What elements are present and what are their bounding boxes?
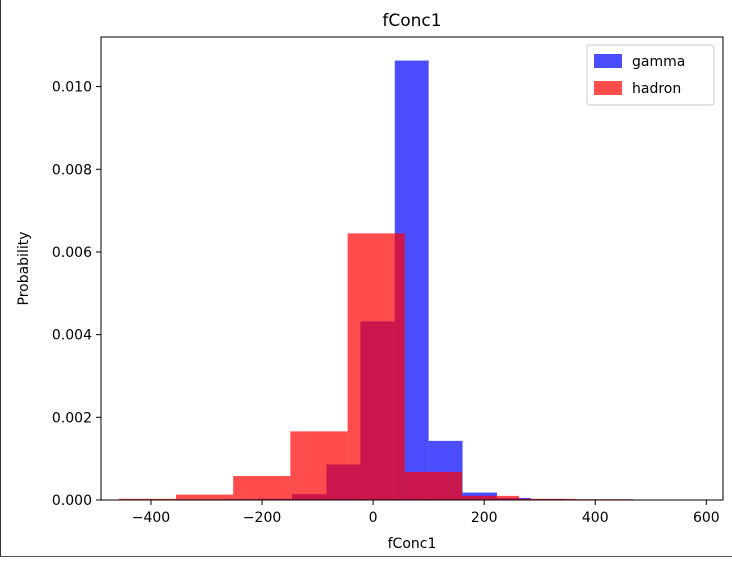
y-tick-label: 0.008: [52, 162, 92, 178]
legend-label-gamma: gamma: [632, 54, 685, 70]
y-tick-label: 0.006: [52, 245, 92, 261]
hadron-bar-4: [348, 233, 405, 500]
hadron-bar-3: [290, 431, 347, 500]
y-tick-label: 0.010: [52, 80, 92, 96]
x-tick-label: −200: [243, 510, 281, 526]
chart-title: fConc1: [382, 11, 441, 31]
histogram-bars: [119, 61, 702, 500]
x-axis-label: fConc1: [388, 536, 437, 552]
hadron-bar-6: [462, 496, 519, 500]
legend: gamma hadron: [587, 45, 714, 105]
x-tick-label: 400: [582, 510, 609, 526]
x-tick-label: 0: [369, 510, 378, 526]
y-axis-ticks: 0.000 0.002 0.004 0.006 0.008 0.010: [52, 80, 101, 509]
hadron-bar-5: [405, 472, 462, 500]
legend-swatch-hadron: [594, 81, 622, 95]
y-tick-label: 0.004: [52, 328, 92, 344]
x-axis-ticks: −400 −200 0 200 400 600: [132, 500, 720, 526]
legend-swatch-gamma: [594, 54, 622, 68]
y-tick-label: 0.000: [52, 493, 92, 509]
hadron-bar-1: [176, 495, 233, 500]
y-axis-label: Probability: [16, 231, 32, 305]
x-tick-label: 200: [471, 510, 498, 526]
y-tick-label: 0.002: [52, 410, 92, 426]
hadron-bar-2: [233, 476, 290, 500]
x-tick-label: −400: [132, 510, 170, 526]
x-tick-label: 600: [693, 510, 720, 526]
legend-label-hadron: hadron: [632, 81, 681, 97]
